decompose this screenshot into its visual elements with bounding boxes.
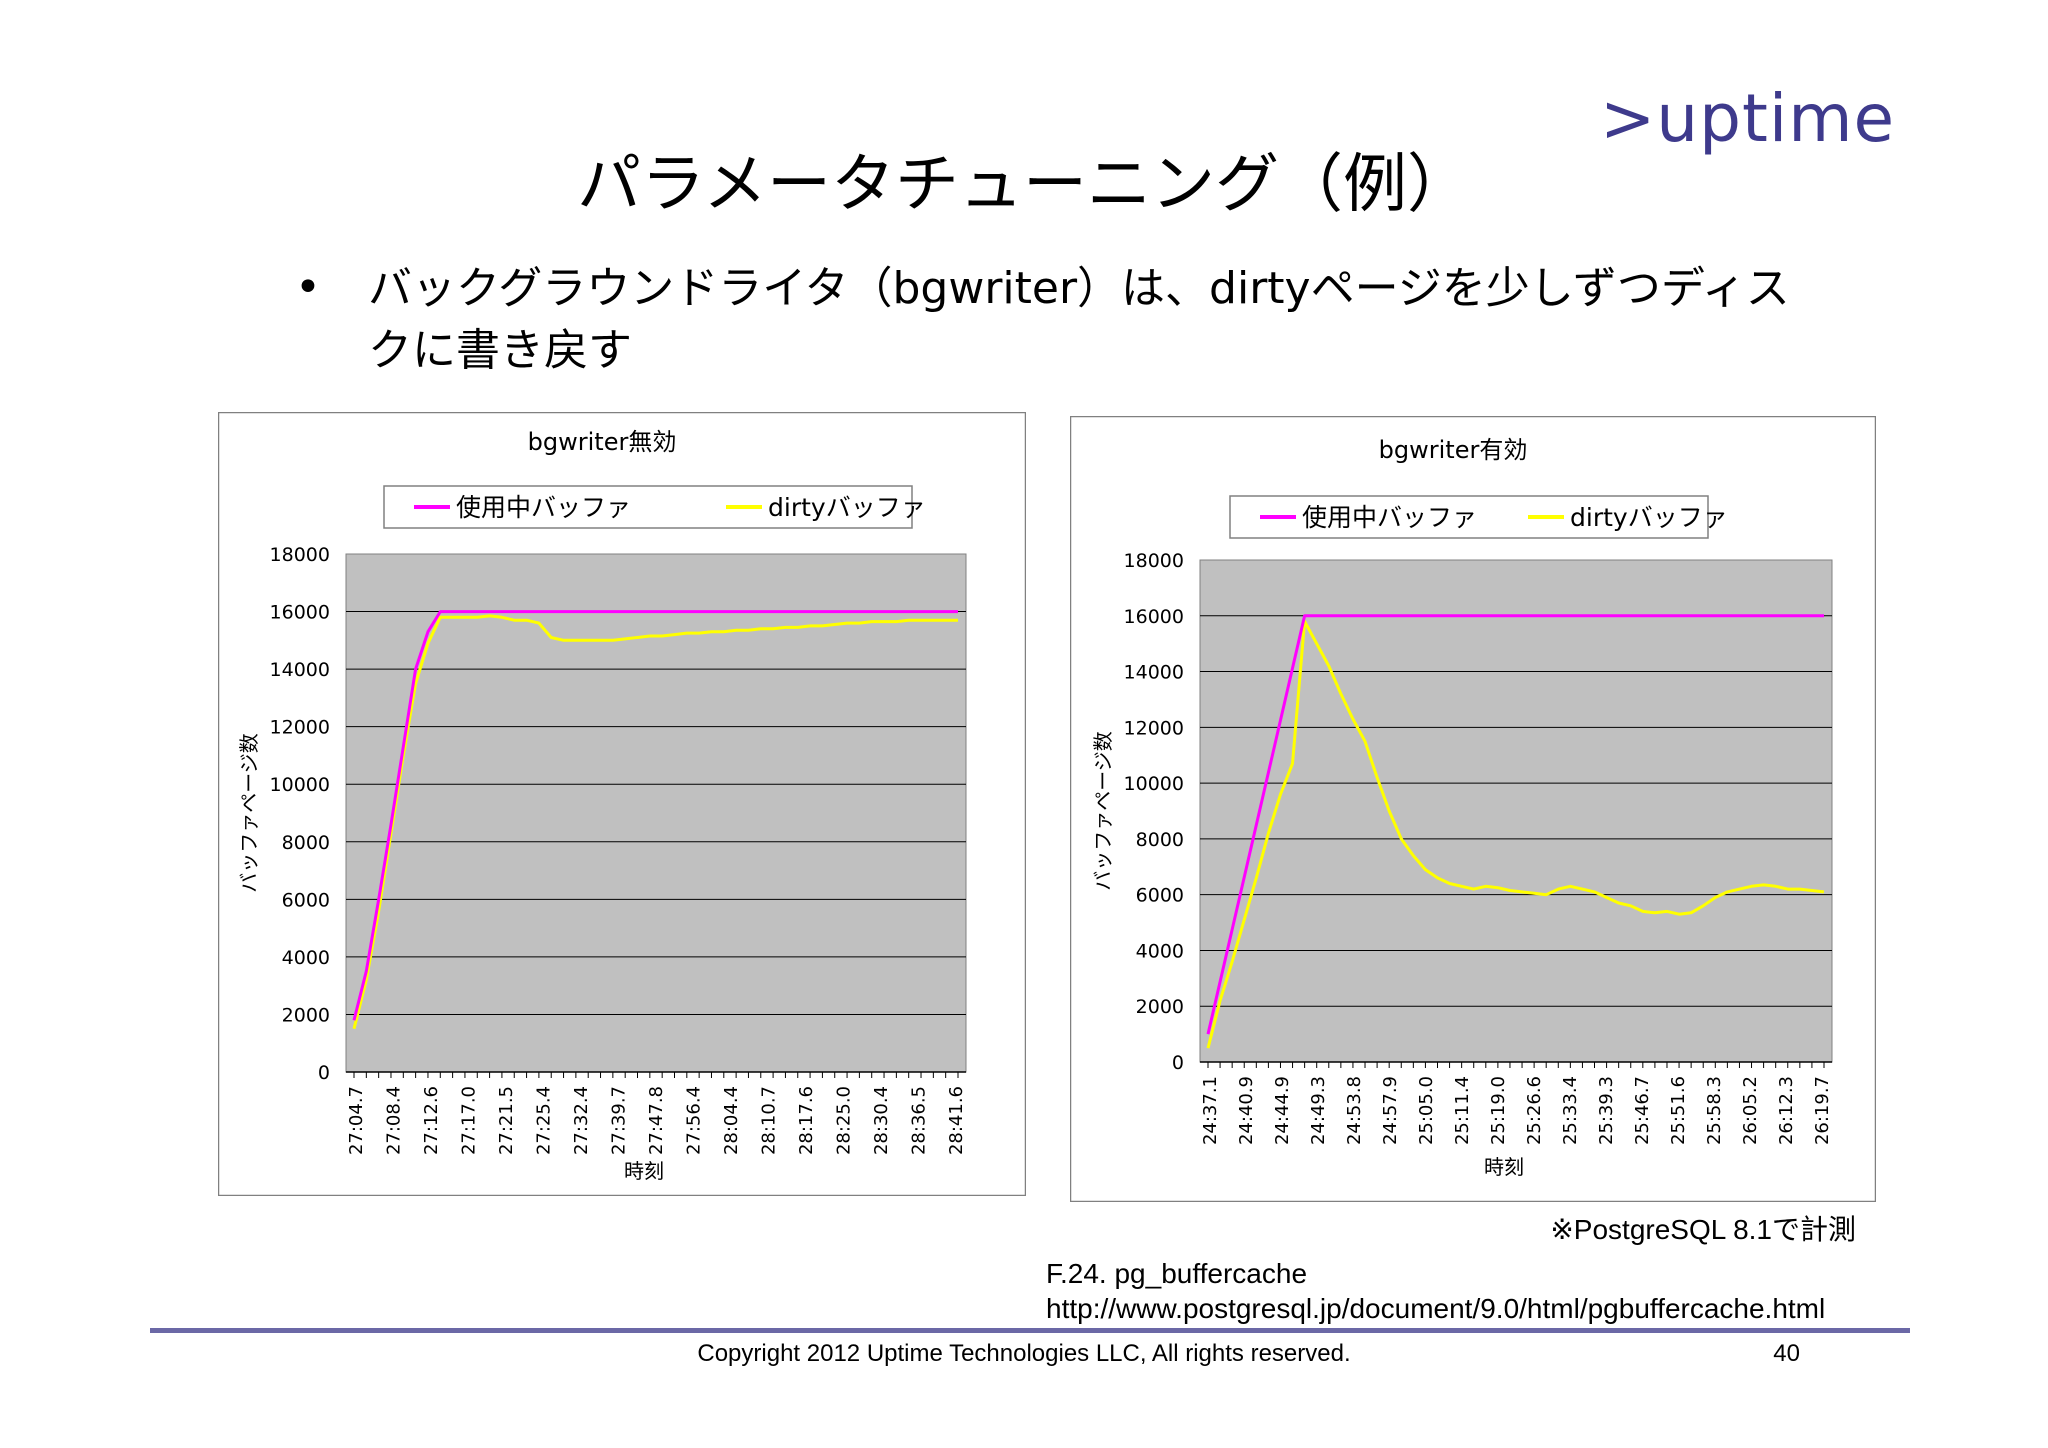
x-axis-title: 時刻 [624, 1159, 664, 1183]
y-tick-label: 18000 [1124, 550, 1184, 572]
series-line [352, 610, 958, 1021]
x-tick-label: 27:32.4 [571, 1086, 592, 1155]
x-tick-label: 26:05.2 [1740, 1076, 1761, 1145]
x-tick-label: 25:58.3 [1704, 1076, 1725, 1145]
series-line [352, 614, 958, 1030]
x-tick-label: 25:19.0 [1488, 1076, 1509, 1145]
x-tick-label: 28:17.6 [796, 1086, 817, 1155]
x-tick-label: 24:53.8 [1344, 1076, 1365, 1145]
x-tick-label: 28:10.7 [759, 1086, 780, 1155]
x-tick-label: 28:30.4 [871, 1086, 892, 1155]
y-tick-label: 2000 [282, 1004, 330, 1026]
y-axis-title: バッファページ数 [237, 733, 261, 893]
copyright-text: Copyright 2012 Uptime Technologies LLC, … [697, 1340, 1351, 1367]
footer-divider [150, 1328, 1910, 1333]
x-tick-label: 28:41.6 [946, 1086, 967, 1155]
x-tick-label: 24:37.1 [1200, 1076, 1221, 1145]
series-line [1206, 619, 1825, 1049]
y-axis-title: バッファページ数 [1091, 731, 1115, 891]
series-line [1206, 614, 1824, 1035]
reference-url[interactable]: http://www.postgresql.jp/document/9.0/ht… [1046, 1293, 1826, 1324]
x-tick-label: 25:51.6 [1668, 1076, 1689, 1145]
x-tick-label: 24:40.9 [1236, 1076, 1257, 1145]
plot-area [1199, 559, 1833, 1063]
reference-name: F.24. pg_buffercache [1046, 1258, 1308, 1289]
bullet-text: バックグラウンドライタ（bgwriter）は、dirtyページを少しずつディスク… [368, 263, 1790, 376]
x-tick-label: 27:17.0 [459, 1086, 480, 1155]
y-tick-label: 16000 [1124, 606, 1184, 628]
legend-box [383, 485, 913, 529]
x-tick-label: 24:44.9 [1272, 1076, 1293, 1145]
x-tick-label: 28:36.5 [909, 1086, 930, 1155]
x-tick-label: 27:04.7 [346, 1086, 367, 1155]
uptime-logo: >uptime [1600, 80, 1896, 157]
y-tick-label: 6000 [282, 889, 330, 911]
x-tick-label: 28:25.0 [834, 1086, 855, 1155]
x-tick-label: 24:49.3 [1308, 1076, 1329, 1145]
x-tick-label: 27:39.7 [609, 1086, 630, 1155]
x-tick-label: 24:57.9 [1380, 1076, 1401, 1145]
y-tick-label: 4000 [282, 947, 330, 969]
legend-box [1229, 495, 1709, 539]
x-tick-label: 28:04.4 [721, 1086, 742, 1155]
x-tick-label: 27:47.8 [646, 1086, 667, 1155]
y-tick-label: 12000 [270, 717, 330, 739]
y-tick-label: 8000 [1136, 829, 1184, 851]
plot-area [345, 553, 967, 1073]
x-tick-label: 27:56.4 [684, 1086, 705, 1155]
x-tick-label: 27:21.5 [496, 1086, 517, 1155]
x-tick-label: 25:05.0 [1416, 1076, 1437, 1145]
x-tick-label: 25:26.6 [1524, 1076, 1545, 1145]
y-tick-label: 6000 [1136, 885, 1184, 907]
y-tick-label: 2000 [1136, 996, 1184, 1018]
y-tick-label: 18000 [270, 544, 330, 566]
y-tick-label: 0 [1172, 1052, 1184, 1074]
y-tick-label: 4000 [1136, 940, 1184, 962]
legend-label: dirtyバッファ [768, 493, 926, 522]
x-tick-label: 27:12.6 [421, 1086, 442, 1155]
y-tick-label: 10000 [1124, 773, 1184, 795]
y-tick-label: 10000 [270, 774, 330, 796]
y-tick-label: 8000 [282, 832, 330, 854]
measurement-note: ※PostgreSQL 8.1で計測 [1550, 1214, 1856, 1245]
chart-title: bgwriter無効 [528, 428, 677, 456]
x-tick-label: 27:08.4 [384, 1086, 405, 1155]
x-tick-label: 27:25.4 [534, 1086, 555, 1155]
x-tick-label: 26:12.3 [1776, 1076, 1797, 1145]
y-tick-label: 12000 [1124, 717, 1184, 739]
y-tick-label: 14000 [270, 659, 330, 681]
legend-label: 使用中バッファ [456, 493, 631, 522]
y-tick-label: 14000 [1124, 662, 1184, 684]
x-axis-title: 時刻 [1484, 1155, 1524, 1179]
x-tick-label: 25:46.7 [1632, 1076, 1653, 1145]
x-tick-label: 25:11.4 [1452, 1076, 1473, 1145]
y-tick-label: 0 [318, 1062, 330, 1084]
legend-label: 使用中バッファ [1302, 503, 1477, 532]
y-tick-label: 16000 [270, 602, 330, 624]
slide-title: パラメータチューニング（例） [576, 148, 1472, 222]
x-tick-label: 25:33.4 [1560, 1076, 1581, 1145]
x-tick-label: 25:39.3 [1596, 1076, 1617, 1145]
x-tick-label: 26:19.7 [1812, 1076, 1833, 1145]
chart-title: bgwriter有効 [1379, 436, 1528, 464]
bullet-marker: • [295, 262, 321, 313]
legend-label: dirtyバッファ [1570, 503, 1728, 532]
page-number: 40 [1773, 1340, 1800, 1367]
